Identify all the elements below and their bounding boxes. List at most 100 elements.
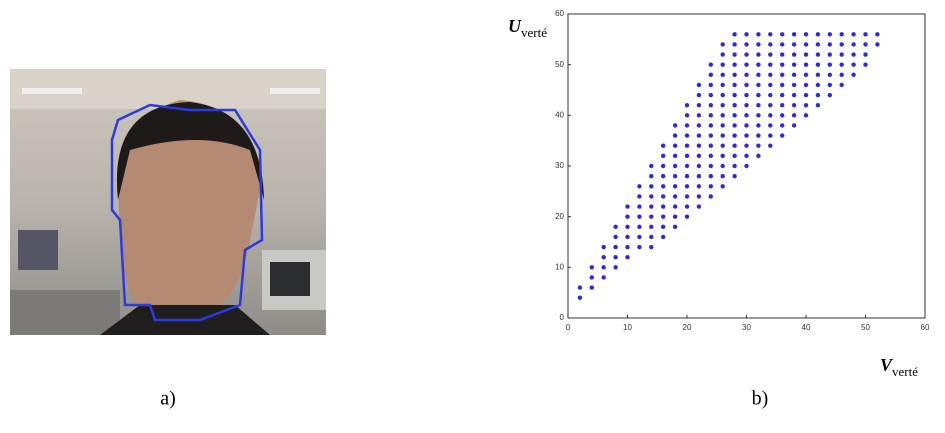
y-tick-label: 60 — [555, 9, 564, 18]
scatter-point — [816, 83, 820, 87]
scatter-point — [792, 103, 796, 107]
y-tick-label: 10 — [555, 262, 564, 271]
scatter-point — [768, 123, 772, 127]
scatter-point — [756, 144, 760, 148]
scatter-point — [816, 32, 820, 36]
x-axis-label: Vverté — [880, 355, 918, 379]
scatter-point — [673, 154, 677, 158]
scatter-point — [792, 113, 796, 117]
scatter-point — [875, 32, 879, 36]
scatter-point — [768, 32, 772, 36]
scatter-point — [851, 62, 855, 66]
scatter-point — [744, 62, 748, 66]
scatter-point — [673, 214, 677, 218]
photo — [10, 69, 326, 335]
scatter-point — [721, 52, 725, 56]
scatter-point — [840, 52, 844, 56]
scatter-point — [649, 174, 653, 178]
scatter-point — [709, 164, 713, 168]
scatter-point — [768, 73, 772, 77]
scatter-point — [709, 174, 713, 178]
scatter-point — [721, 144, 725, 148]
scatter-point — [804, 83, 808, 87]
scatter-point — [792, 42, 796, 46]
scatter-point — [613, 265, 617, 269]
scatter-point — [613, 235, 617, 239]
scatter-point — [721, 103, 725, 107]
scatter-point — [721, 184, 725, 188]
scatter-point — [804, 32, 808, 36]
x-tick-label: 10 — [623, 323, 632, 332]
scatter-point — [625, 245, 629, 249]
scatter-point — [721, 113, 725, 117]
scatter-point — [685, 154, 689, 158]
scatter-point — [697, 133, 701, 137]
scatter-point — [768, 62, 772, 66]
scatter-point — [875, 42, 879, 46]
scatter-point — [840, 42, 844, 46]
scatter-point — [721, 154, 725, 158]
scatter-point — [673, 123, 677, 127]
scatter-point — [709, 123, 713, 127]
scatter-point — [804, 103, 808, 107]
scatter-point — [732, 83, 736, 87]
scatter-point — [792, 73, 796, 77]
scatter-point — [685, 113, 689, 117]
scatter-point — [697, 83, 701, 87]
scatter-point — [756, 113, 760, 117]
scatter-point — [780, 52, 784, 56]
scatter-point — [637, 194, 641, 198]
scatter-point — [709, 113, 713, 117]
scatter-point — [828, 52, 832, 56]
scatter-point — [816, 103, 820, 107]
scatter-point — [792, 32, 796, 36]
scatter-point — [685, 133, 689, 137]
scatter-point — [744, 123, 748, 127]
scatter-point — [744, 32, 748, 36]
scatter-point — [744, 42, 748, 46]
scatter-point — [732, 32, 736, 36]
scatter-point — [732, 52, 736, 56]
scatter-point — [685, 144, 689, 148]
scatter-point — [768, 103, 772, 107]
scatter-point — [709, 184, 713, 188]
scatter-point — [744, 83, 748, 87]
scatter-point — [590, 265, 594, 269]
scatter-point — [804, 62, 808, 66]
scatter-point — [649, 194, 653, 198]
y-tick-label: 30 — [555, 161, 564, 170]
scatter-point — [732, 144, 736, 148]
scatter-point — [709, 154, 713, 158]
x-tick-label: 40 — [802, 323, 811, 332]
y-tick-label: 20 — [555, 212, 564, 221]
scatter-point — [649, 164, 653, 168]
scatter-point — [816, 73, 820, 77]
y-tick-label: 50 — [555, 60, 564, 69]
scatter-point — [744, 93, 748, 97]
scatter-point — [578, 285, 582, 289]
scatter-point — [744, 133, 748, 137]
scatter-point — [780, 42, 784, 46]
scatter-point — [780, 83, 784, 87]
scatter-point — [804, 93, 808, 97]
scatter-point — [685, 164, 689, 168]
y-tick-label: 0 — [560, 313, 565, 322]
scatter-point — [756, 32, 760, 36]
scatter-point — [709, 83, 713, 87]
scatter-point — [697, 113, 701, 117]
scatter-point — [744, 113, 748, 117]
x-tick-label: 60 — [921, 323, 930, 332]
scatter-point — [804, 52, 808, 56]
scatter-point — [732, 133, 736, 137]
scatter-point — [649, 204, 653, 208]
scatter-point — [828, 32, 832, 36]
figure-canvas: a) b) 01020304050600102030405060 Uverté … — [0, 0, 945, 433]
scatter-point — [602, 275, 606, 279]
x-tick-label: 50 — [861, 323, 870, 332]
scatter-point — [756, 52, 760, 56]
y-axis-symbol: U — [508, 16, 522, 36]
scatter-point — [863, 52, 867, 56]
scatter-point — [721, 93, 725, 97]
scatter-point — [602, 255, 606, 259]
